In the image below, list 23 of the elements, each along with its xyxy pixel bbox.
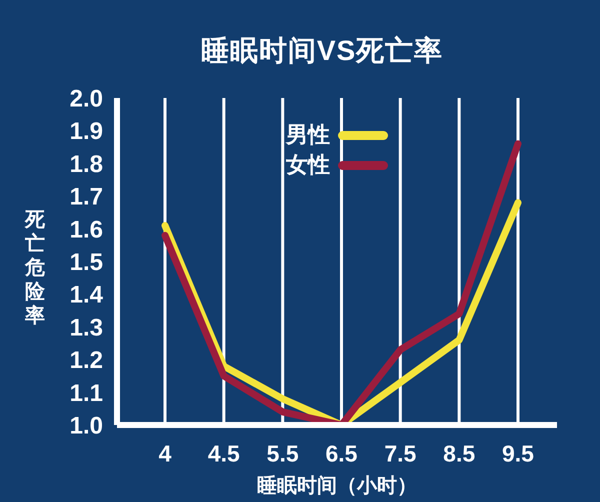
legend-label: 女性 — [286, 152, 330, 178]
y-tick-label: 1.9 — [70, 118, 103, 146]
x-tick-label: 5.5 — [266, 440, 299, 466]
y-tick-label: 1.3 — [70, 314, 103, 342]
x-tick-label: 6.5 — [326, 440, 358, 466]
y-tick-label: 1.2 — [70, 347, 103, 374]
y-tick-label: 1.7 — [70, 184, 103, 211]
y-tick-label: 2.0 — [70, 86, 103, 113]
legend-label: 男性 — [286, 122, 330, 148]
y-tick-label: 1.5 — [70, 249, 103, 276]
x-tick-label: 8.5 — [443, 440, 476, 466]
y-tick-label: 1.8 — [70, 150, 103, 178]
y-tick-label: 1.1 — [70, 380, 103, 407]
y-tick-label: 1.6 — [70, 216, 103, 244]
x-tick-label: 9.5 — [502, 440, 534, 466]
x-tick-label: 4.5 — [208, 440, 240, 466]
chart-title: 睡眠时间VS死亡率 — [200, 34, 444, 68]
x-axis-title: 睡眠时间（小时） — [256, 474, 418, 498]
y-tick-label: 1.4 — [70, 282, 104, 309]
x-tick-label: 4 — [158, 440, 172, 466]
y-axis-title: 死亡危险率 — [24, 208, 46, 328]
y-tick-label: 1.0 — [70, 412, 103, 440]
x-tick-label: 7.5 — [384, 440, 417, 466]
